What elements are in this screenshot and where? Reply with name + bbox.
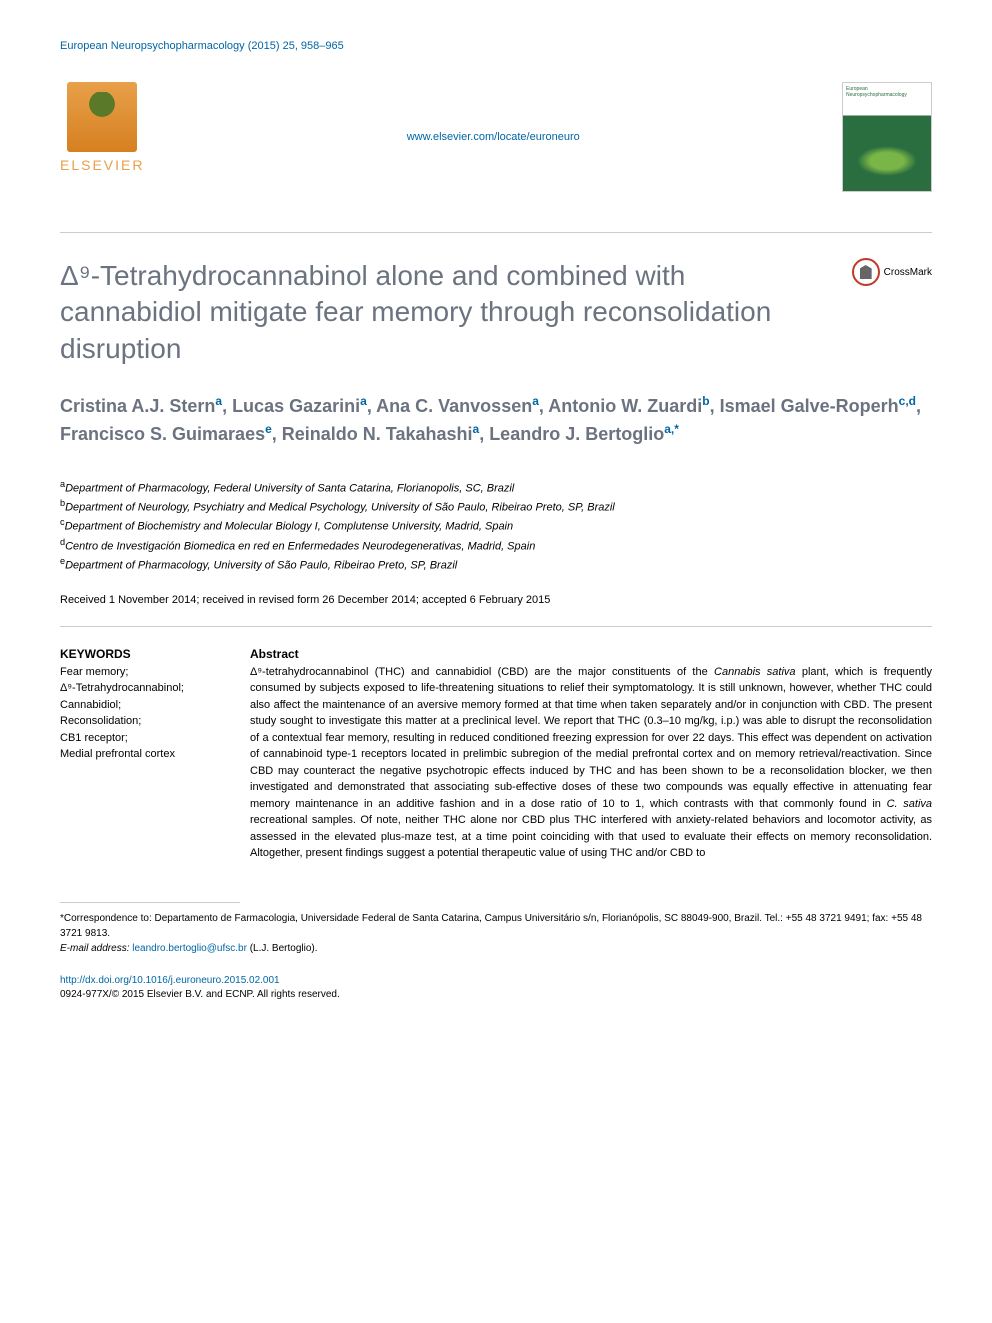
footer-divider: [60, 902, 240, 903]
authors-list: Cristina A.J. Sterna, Lucas Gazarinia, A…: [60, 392, 932, 448]
header-divider: [60, 232, 932, 233]
journal-homepage-link[interactable]: www.elsevier.com/locate/euroneuro: [407, 131, 580, 143]
crossmark-icon: [852, 258, 880, 286]
correspondence-footer: *Correspondence to: Departamento de Farm…: [60, 902, 932, 1002]
doi-link[interactable]: http://dx.doi.org/10.1016/j.euroneuro.20…: [60, 975, 280, 986]
elsevier-tree-icon: [67, 82, 137, 152]
crossmark-badge[interactable]: CrossMark: [852, 258, 932, 286]
crossmark-label: CrossMark: [884, 267, 932, 278]
keywords-column: KEYWORDS Fear memory;Δ⁹-Tetrahydrocannab…: [60, 647, 220, 862]
header-logos-row: ELSEVIER www.elsevier.com/locate/euroneu…: [60, 82, 932, 192]
keywords-heading: KEYWORDS: [60, 647, 220, 661]
article-history: Received 1 November 2014; received in re…: [60, 594, 932, 606]
elsevier-logo[interactable]: ELSEVIER: [60, 82, 144, 173]
title-row: Δ⁹-Tetrahydrocannabinol alone and combin…: [60, 258, 932, 367]
correspondence-text: *Correspondence to: Departamento de Farm…: [60, 911, 932, 941]
abstract-heading: Abstract: [250, 647, 932, 661]
email-label: E-mail address:: [60, 943, 129, 954]
elsevier-wordmark: ELSEVIER: [60, 157, 144, 173]
doi-block: http://dx.doi.org/10.1016/j.euroneuro.20…: [60, 974, 932, 1002]
corresponding-email-link[interactable]: leandro.bertoglio@ufsc.br: [132, 943, 247, 954]
copyright-line: 0924-977X/© 2015 Elsevier B.V. and ECNP.…: [60, 989, 340, 1000]
email-line: E-mail address: leandro.bertoglio@ufsc.b…: [60, 941, 932, 956]
citation-line: European Neuropsychopharmacology (2015) …: [60, 40, 932, 52]
article-title: Δ⁹-Tetrahydrocannabinol alone and combin…: [60, 258, 832, 367]
abstract-column: Abstract Δ⁹-tetrahydrocannabinol (THC) a…: [250, 647, 932, 862]
history-divider: [60, 626, 932, 627]
affiliations-list: aDepartment of Pharmacology, Federal Uni…: [60, 478, 932, 574]
keywords-abstract-row: KEYWORDS Fear memory;Δ⁹-Tetrahydrocannab…: [60, 647, 932, 862]
journal-cover-thumbnail[interactable]: European Neuropsychopharmacology: [842, 82, 932, 192]
keywords-list: Fear memory;Δ⁹-Tetrahydrocannabinol;Cann…: [60, 664, 220, 763]
abstract-text: Δ⁹-tetrahydrocannabinol (THC) and cannab…: [250, 664, 932, 862]
email-person: (L.J. Bertoglio).: [250, 943, 318, 954]
